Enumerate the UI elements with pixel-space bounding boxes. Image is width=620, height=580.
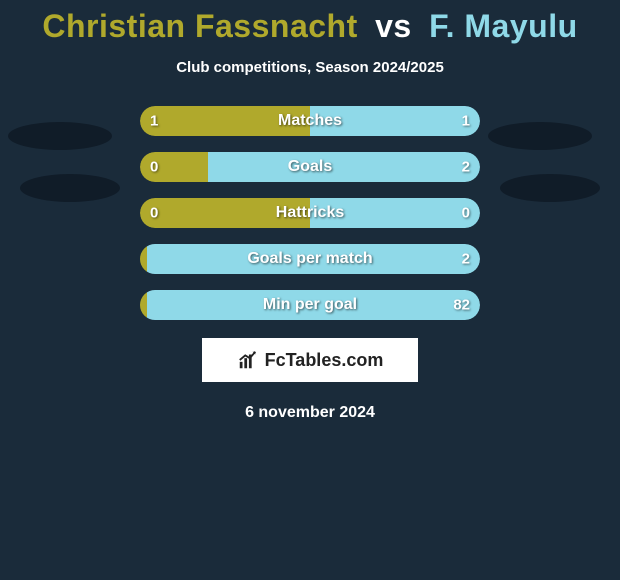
stat-value-right: 0 xyxy=(462,205,470,222)
logo-text: FcTables.com xyxy=(265,350,384,371)
comparison-title: Christian Fassnacht vs F. Mayulu xyxy=(0,0,620,45)
stat-value-left: 0 xyxy=(150,205,158,222)
stat-label: Goals per match xyxy=(247,250,372,268)
vs-text: vs xyxy=(375,8,412,44)
stat-value-right: 2 xyxy=(462,159,470,176)
stats-container: 1 1 Matches 0 2 Goals 0 0 Hattricks 2 Goals per ma… xyxy=(0,106,620,320)
stat-row: 0 0 Hattricks xyxy=(140,198,480,228)
stat-value-left: 1 xyxy=(150,113,158,130)
stat-value-right: 1 xyxy=(462,113,470,130)
stat-label: Min per goal xyxy=(263,296,357,314)
bar-right xyxy=(208,152,480,182)
stat-label: Matches xyxy=(278,112,342,130)
bar-left xyxy=(140,244,147,274)
stat-row: 0 2 Goals xyxy=(140,152,480,182)
stat-row: 82 Min per goal xyxy=(140,290,480,320)
date-text: 6 november 2024 xyxy=(0,404,620,422)
stat-row: 2 Goals per match xyxy=(140,244,480,274)
bar-left xyxy=(140,290,147,320)
stat-value-right: 2 xyxy=(462,251,470,268)
player2-name: F. Mayulu xyxy=(429,8,578,44)
player1-name: Christian Fassnacht xyxy=(42,8,357,44)
stat-label: Goals xyxy=(288,158,332,176)
stat-row: 1 1 Matches xyxy=(140,106,480,136)
logo-box: FcTables.com xyxy=(202,338,418,382)
stat-value-right: 82 xyxy=(453,297,470,314)
stat-value-left: 0 xyxy=(150,159,158,176)
subtitle: Club competitions, Season 2024/2025 xyxy=(0,59,620,76)
stat-label: Hattricks xyxy=(276,204,344,222)
chart-icon xyxy=(237,349,259,371)
